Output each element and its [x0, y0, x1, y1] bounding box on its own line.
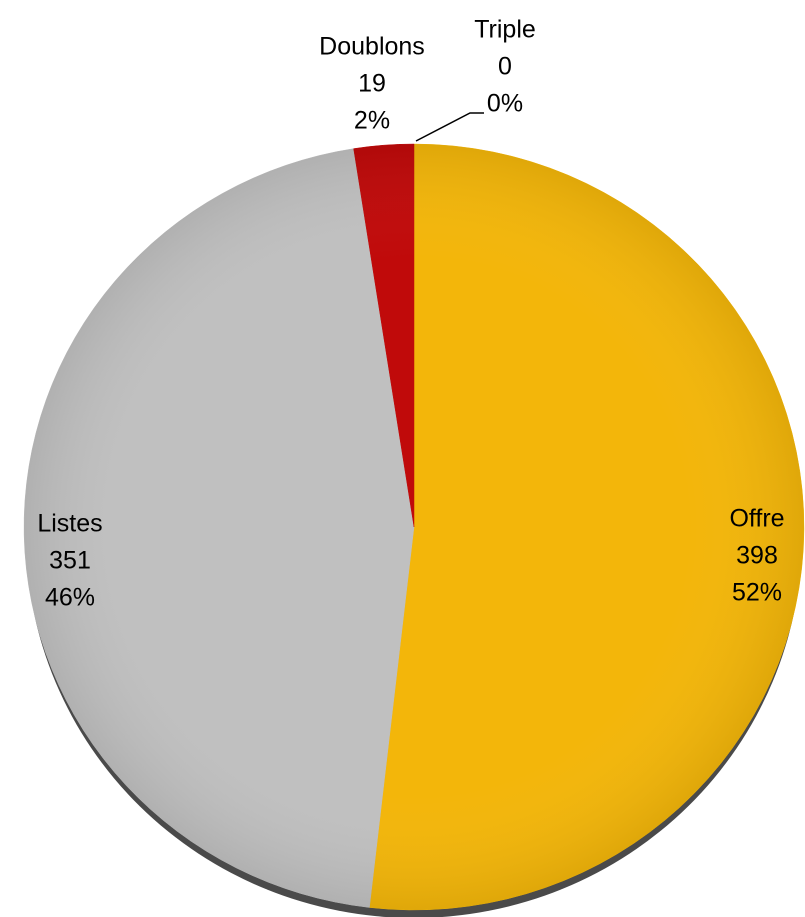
- slice-percent: 46%: [45, 584, 95, 612]
- slice-label: Listes: [37, 510, 102, 538]
- slice-value: 19: [358, 70, 386, 98]
- slice-value: 351: [49, 547, 91, 575]
- slice-label: Triple: [474, 16, 536, 44]
- slice-label: Doublons: [319, 33, 425, 61]
- slice-percent: 2%: [354, 107, 390, 135]
- slice-value: 0: [498, 53, 512, 81]
- leader-line: [415, 112, 484, 142]
- slice-percent: 0%: [487, 90, 523, 118]
- pie-shading: [24, 144, 804, 910]
- slice-percent: 52%: [732, 579, 782, 607]
- slice-value: 398: [736, 542, 778, 570]
- slice-label: Offre: [729, 505, 784, 533]
